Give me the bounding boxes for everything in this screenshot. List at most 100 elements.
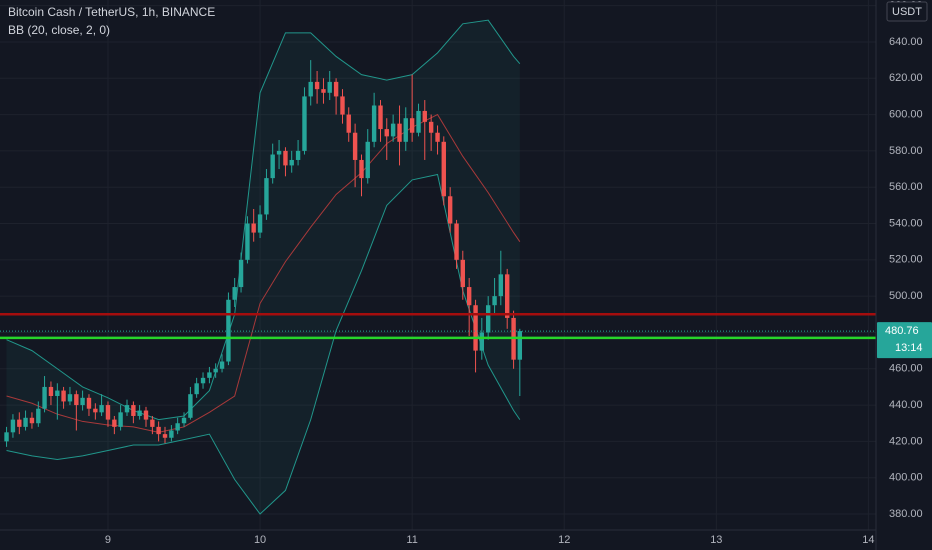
candle-body xyxy=(428,121,434,133)
candle-body xyxy=(409,118,415,133)
candle-body xyxy=(371,105,377,142)
candle-body xyxy=(276,150,282,155)
candle-body xyxy=(238,259,244,288)
candle-body xyxy=(17,419,22,427)
candle-body xyxy=(359,159,364,179)
last-price-box xyxy=(877,322,932,359)
candle-body xyxy=(447,196,453,224)
candle-body xyxy=(219,361,225,369)
bollinger-line xyxy=(6,173,521,515)
candle-body xyxy=(485,305,491,333)
candle-body xyxy=(314,81,320,90)
candle-body xyxy=(118,412,123,427)
candle-body xyxy=(397,123,402,142)
candle-body xyxy=(517,331,523,360)
candle-body xyxy=(74,394,79,406)
candle-body xyxy=(67,394,73,402)
candle-body xyxy=(321,89,326,93)
bollinger-line xyxy=(6,19,521,421)
candle-body xyxy=(346,114,351,133)
candle-body xyxy=(257,214,263,233)
candle-body xyxy=(378,105,383,130)
candle-body xyxy=(23,417,28,427)
chart-title: Bitcoin Cash / TetherUS, 1h, BINANCE xyxy=(8,5,215,19)
y-tick-label: 540.00 xyxy=(889,217,923,229)
candle-body xyxy=(289,159,294,166)
candle-body xyxy=(36,408,41,424)
y-tick-label: 560.00 xyxy=(889,181,923,193)
bollinger-line xyxy=(6,113,521,433)
y-tick-label: 380.00 xyxy=(889,508,923,520)
candle-body xyxy=(473,305,478,351)
candle-body xyxy=(55,390,60,397)
band-fill xyxy=(6,20,520,515)
candle-body xyxy=(422,110,427,122)
candle-body xyxy=(194,383,199,395)
x-tick-label: 12 xyxy=(558,534,570,546)
candle-body xyxy=(162,434,168,438)
last-price-label: 480.76 xyxy=(885,325,919,337)
x-tick-label: 11 xyxy=(406,534,417,546)
candle-body xyxy=(460,259,465,288)
candle-body xyxy=(302,96,307,151)
x-tick-label: 9 xyxy=(105,534,111,546)
candle-body xyxy=(61,390,66,402)
candle-body xyxy=(504,274,510,318)
candle-body xyxy=(245,223,250,260)
x-tick-label: 10 xyxy=(254,534,266,546)
candle-body xyxy=(270,154,275,179)
y-tick-label: 460.00 xyxy=(889,363,923,375)
candle-body xyxy=(333,81,339,97)
candle-body xyxy=(80,397,85,406)
candle-body xyxy=(441,141,446,197)
countdown-label: 13:14 xyxy=(895,342,923,354)
candle-body xyxy=(156,426,161,435)
candle-body xyxy=(200,377,206,384)
candle-body xyxy=(181,417,187,424)
candle-body xyxy=(251,223,256,233)
candle-body xyxy=(352,132,358,160)
y-tick-label: 580.00 xyxy=(889,145,923,157)
candle-body xyxy=(403,118,408,142)
candle-body xyxy=(327,81,332,93)
candle-body xyxy=(384,129,389,137)
axes: 380.00400.00420.00440.00460.00480.00500.… xyxy=(105,0,932,546)
candle-body xyxy=(416,110,421,133)
currency-label[interactable]: USDT xyxy=(892,6,922,18)
candle-body xyxy=(213,368,218,373)
y-tick-label: 420.00 xyxy=(889,435,923,447)
candle-body xyxy=(150,419,155,427)
y-tick-label: 640.00 xyxy=(889,36,923,48)
y-tick-label: 400.00 xyxy=(889,472,923,484)
candle-body xyxy=(143,410,149,420)
candle-body xyxy=(492,296,497,306)
candle-body xyxy=(86,397,92,409)
x-tick-label: 14 xyxy=(862,534,874,546)
candle-body xyxy=(454,223,459,260)
y-tick-label: 600.00 xyxy=(889,108,923,120)
y-tick-label: 620.00 xyxy=(889,72,923,84)
candle-body xyxy=(264,178,269,215)
candle-body xyxy=(4,432,9,442)
candle-body xyxy=(10,419,16,433)
x-tick-label: 13 xyxy=(710,534,722,546)
y-tick-label: 440.00 xyxy=(889,399,923,411)
candle-body xyxy=(93,408,98,413)
candle-body xyxy=(365,141,370,179)
candle-body xyxy=(105,405,111,420)
candle-body xyxy=(435,132,440,142)
indicator-label: BB (20, close, 2, 0) xyxy=(8,23,110,37)
candle-body xyxy=(29,417,35,424)
candle-body xyxy=(498,274,504,297)
candle-body xyxy=(466,287,472,306)
y-tick-label: 500.00 xyxy=(889,290,923,302)
plot-area xyxy=(0,19,876,515)
candle-body xyxy=(188,394,193,418)
candle-body xyxy=(112,419,117,427)
candle-body xyxy=(42,386,47,409)
candle-body xyxy=(283,150,288,166)
candle-body xyxy=(169,430,174,438)
currency-button[interactable] xyxy=(886,1,928,22)
